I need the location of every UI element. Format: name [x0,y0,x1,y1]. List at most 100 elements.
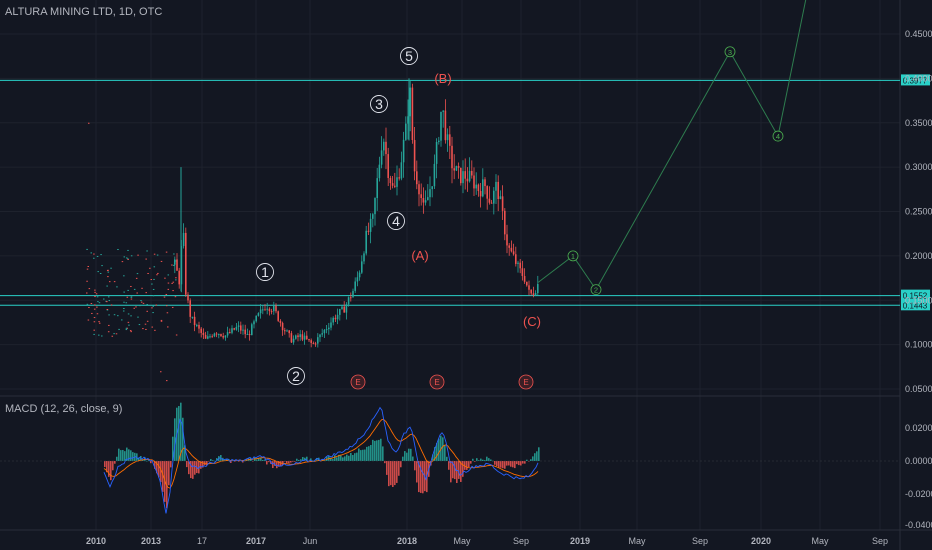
projection-wave-circle[interactable] [724,46,736,58]
price-dot [174,296,177,298]
macd-histogram-bar [188,461,190,475]
macd-histogram-bar [268,461,270,463]
macd-histogram-bar [264,459,266,461]
earnings-marker[interactable] [429,374,445,390]
macd-histogram-bar [432,454,434,461]
candle-body [182,232,185,247]
macd-histogram-bar [416,461,418,483]
price-dot [160,319,163,321]
macd-histogram-bar [162,461,164,492]
price-dot [172,264,175,266]
projection-wave-circle[interactable] [590,284,602,296]
wave-circle[interactable] [370,95,388,113]
price-dot [116,286,118,288]
wave-labels[interactable]: 1 2 3 4 5 (A) (B) (C) [256,47,542,385]
candle-body [339,309,341,315]
candle-body [277,311,279,321]
price-dot [144,323,147,325]
candle-body [317,337,319,344]
price-dot [113,314,116,316]
macd-histogram-bar [260,457,262,461]
price-dot [86,248,88,250]
price-tick-label: 0.1500 [905,295,932,305]
macd-histogram-bar [404,451,406,461]
wave-circle[interactable] [256,263,274,281]
macd-histogram-bar [122,449,124,461]
projection-path[interactable] [537,0,807,291]
price-dot [93,333,95,335]
candle-body [422,198,425,203]
macd-histogram-bar [500,461,502,468]
candle-body [512,251,515,255]
grid-lines [0,0,900,530]
price-dot [122,310,125,312]
price-axis[interactable]: 0.4500 0.4000 0.3500 0.3000 0.2500 0.2000 0.15… [905,29,932,394]
price-dot [127,313,130,315]
candle-body [396,177,398,187]
candle-body [383,141,385,151]
earnings-marker[interactable] [518,374,534,390]
candle-body [264,309,266,311]
corrective-wave-label[interactable]: (A) [411,248,428,263]
candle-body [409,87,411,117]
price-dot [88,307,90,309]
macd-histogram-bar [274,461,276,466]
wave-circle[interactable] [387,212,405,230]
macd-histogram-bar [518,461,520,466]
wave-circle[interactable] [287,367,305,385]
price-dot [175,334,178,336]
wave-circle[interactable] [400,47,418,65]
candle-body [215,333,218,335]
corrective-wave-label[interactable]: (C) [523,314,541,329]
macd-histogram-bar [400,461,402,468]
price-dot [145,328,147,330]
price-dot [135,306,137,308]
macd-histogram-bar [212,460,214,461]
time-tick-label: May [628,536,646,546]
macd-histogram-bar [514,461,516,469]
candle-body [218,334,220,336]
time-tick-label: 2010 [86,536,106,546]
price-dot [125,329,128,331]
macd-histogram-bar [512,461,514,468]
macd-histogram-bar [486,456,488,461]
projection-wave-label: 2 [594,286,598,295]
candle-body [314,343,317,345]
macd-histogram-bar [310,458,312,461]
price-tag-label: 0.1443 [903,301,928,310]
macd-axis[interactable]: 0.0200 0.0000 -0.0200 -0.0400 [905,423,932,530]
price-dot [101,335,103,337]
earnings-marker[interactable] [350,374,366,390]
projection-wave-circle[interactable] [772,130,784,142]
macd-histogram-bar [330,457,332,461]
macd-histogram-bar [120,450,122,461]
candle-body [411,87,414,141]
macd-histogram-bar [214,460,216,462]
candle-body [240,325,242,331]
price-dot [153,266,156,268]
projection-wave-circle[interactable] [567,250,579,262]
macd-histogram-bar [124,451,126,461]
candle-body [501,196,504,211]
macd-histogram-bar [422,461,424,494]
macd-histogram-bar [476,458,478,461]
corrective-wave-label[interactable]: (B) [434,71,451,86]
price-dot [123,301,125,303]
macd-histogram-bar [132,452,134,461]
candle-body [506,234,508,246]
macd-histogram-bar [462,461,464,477]
price-tick-label: 0.3500 [905,118,932,128]
price-dot [127,258,129,260]
macd-histogram-bar [104,461,106,468]
time-axis[interactable]: 2010 2013 17 2017 Jun 2018 May Sep 2019 May Sep 202… [86,536,888,546]
price-dot [87,319,90,321]
price-dot [172,281,175,283]
elliott-projection[interactable]: 1 2 3 4 [537,0,807,296]
price-dot [160,260,163,262]
price-dot [151,326,154,328]
candle-body [306,335,308,340]
candle-body [345,304,348,313]
